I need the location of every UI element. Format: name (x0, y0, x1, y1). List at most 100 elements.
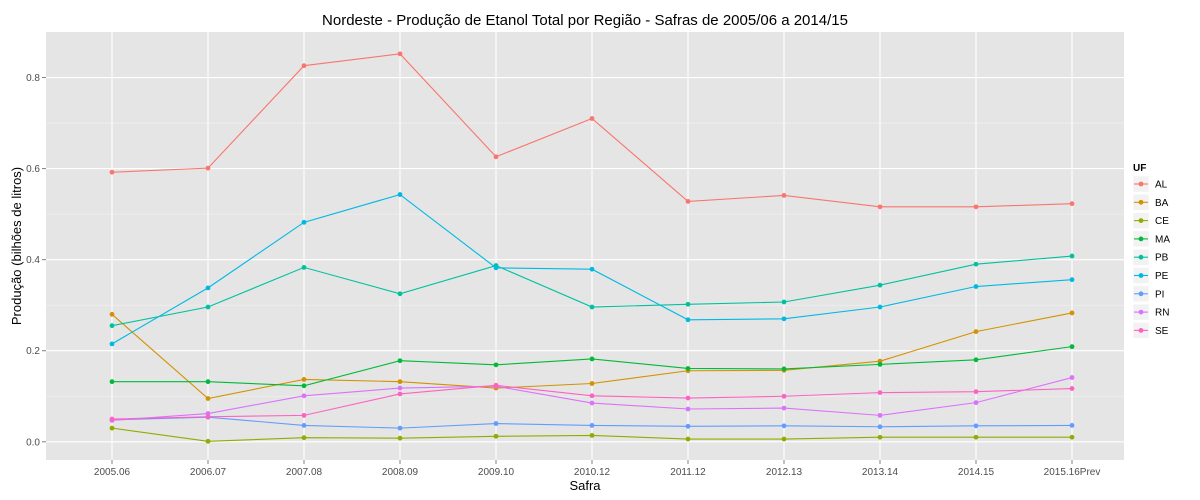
data-point-ce (1069, 434, 1075, 440)
data-point-pb (973, 261, 979, 267)
x-axis-ticks: 2005.06 2006.07 2007.08 2008.09 2009.10 2010.… (94, 460, 1100, 478)
data-point-rn (781, 405, 787, 411)
data-point-ce (589, 433, 595, 438)
data-point-al (109, 169, 115, 175)
series-rn (109, 375, 1075, 423)
data-point-al (205, 165, 211, 171)
data-point-ma (301, 383, 307, 389)
series-ma (109, 344, 1075, 389)
data-point-ma (589, 356, 595, 362)
data-point-pe (973, 284, 979, 289)
y-tick-label: 0.4 (26, 255, 40, 266)
data-point-al (685, 198, 691, 204)
x-tick-label: 2014.15 (958, 467, 995, 478)
series-layer (109, 51, 1075, 444)
plot-panel (46, 32, 1124, 460)
data-point-ma (493, 362, 499, 368)
y-tick-label: 0.6 (26, 164, 40, 175)
data-point-ma (973, 357, 979, 363)
data-point-al (781, 193, 787, 198)
data-point-pe (109, 341, 115, 347)
data-point-pb (589, 304, 595, 310)
legend-title: UF (1133, 163, 1146, 174)
data-point-rn (397, 385, 403, 391)
data-point-ba (205, 396, 211, 401)
data-point-se (589, 393, 595, 399)
data-point-pb (1069, 253, 1075, 259)
data-point-pb (109, 323, 115, 329)
data-point-pe (397, 192, 403, 197)
data-point-ce (301, 435, 307, 441)
data-point-ma (205, 379, 211, 385)
legend-point-pi (1138, 291, 1144, 297)
data-point-pb (301, 265, 307, 270)
x-axis-title: Safra (569, 478, 601, 493)
data-point-se (397, 391, 403, 397)
data-point-pi (397, 425, 403, 431)
data-point-pi (301, 422, 307, 428)
data-point-se (685, 395, 691, 401)
legend-label-pe: PE (1155, 271, 1169, 282)
data-point-pi (781, 423, 787, 429)
series-pe (109, 192, 1075, 347)
data-point-al (877, 204, 883, 210)
data-point-ce (685, 436, 691, 442)
data-point-al (973, 204, 979, 210)
data-point-ce (781, 436, 787, 442)
data-point-se (493, 382, 499, 388)
x-tick-label: 2005.06 (94, 467, 131, 478)
x-tick-label: 2015.16Prev (1044, 467, 1101, 478)
series-al (109, 51, 1075, 210)
legend-label-ma: MA (1155, 234, 1170, 245)
x-tick-label: 2008.09 (382, 467, 419, 478)
data-point-pi (877, 424, 883, 430)
data-point-ma (109, 379, 115, 385)
data-point-pe (205, 285, 211, 291)
data-point-rn (301, 393, 307, 399)
data-point-pi (973, 423, 979, 429)
data-point-pe (1069, 277, 1075, 283)
y-tick-label: 0.8 (26, 73, 40, 84)
legend-point-pb (1138, 254, 1144, 260)
legend-label-pb: PB (1155, 253, 1169, 264)
legend-label-ba: BA (1155, 198, 1169, 209)
data-point-al (301, 63, 307, 69)
legend-label-ce: CE (1155, 216, 1169, 227)
data-point-se (781, 393, 787, 399)
y-axis-title: Produção (bilhões de litros) (9, 167, 24, 325)
chart-title: Nordeste - Produção de Etanol Total por … (322, 12, 848, 29)
legend-point-ma (1138, 236, 1144, 242)
legend: UF AL BA CE MA PB PE PI RN SE (1132, 163, 1170, 339)
data-point-pb (397, 291, 403, 297)
data-point-ma (781, 366, 787, 372)
legend-point-pe (1138, 273, 1144, 278)
data-point-pb (781, 299, 787, 305)
data-point-ma (877, 361, 883, 367)
x-tick-label: 2011.12 (670, 467, 706, 478)
x-tick-label: 2007.08 (286, 467, 323, 478)
data-point-se (205, 414, 211, 420)
data-point-ce (109, 425, 115, 431)
data-point-ce (205, 438, 211, 444)
data-point-al (1069, 201, 1075, 207)
data-point-ba (301, 377, 307, 382)
data-point-ce (397, 435, 403, 441)
y-tick-label: 0.2 (26, 346, 40, 357)
series-ce (109, 425, 1075, 444)
data-point-ba (1069, 310, 1075, 316)
legend-point-rn (1138, 309, 1144, 315)
data-point-pe (685, 317, 691, 323)
x-tick-label: 2010.12 (574, 467, 611, 478)
x-tick-label: 2012.13 (766, 467, 803, 478)
series-se (109, 382, 1075, 422)
data-point-pe (781, 316, 787, 322)
x-tick-label: 2013.14 (862, 467, 899, 478)
data-point-pb (205, 304, 211, 310)
data-point-se (877, 390, 883, 396)
data-point-al (493, 154, 499, 160)
grid-minor (46, 122, 1124, 397)
data-point-pe (877, 304, 883, 310)
data-point-se (1069, 386, 1075, 391)
